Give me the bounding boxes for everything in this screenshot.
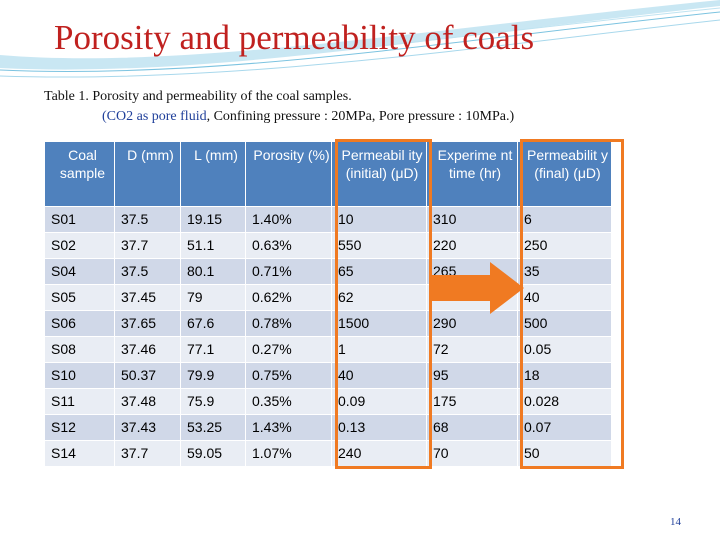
table-cell-col-porosity: 0.78% (245, 310, 332, 337)
caption-line-1: Table 1. Porosity and permeability of th… (44, 89, 352, 104)
table-cell-col-coal-sample: S10 (44, 362, 115, 389)
table-cell-col-permeability-final: 500 (517, 310, 612, 337)
table-cell-col-diameter: 50.37 (114, 362, 181, 389)
table-cell-col-diameter: 37.46 (114, 336, 181, 363)
table-cell-col-experiment-time: 70 (426, 440, 518, 467)
header-col-diameter: D (mm) (114, 141, 181, 207)
table-cell-col-length: 51.1 (180, 232, 246, 259)
table-cell-col-diameter: 37.5 (114, 258, 181, 285)
table-row: S12 37.43 53.25 1.43% 0.13 68 0.07 (44, 414, 612, 441)
table-cell-col-length: 79 (180, 284, 246, 311)
table-cell-col-permeability-initial: 0.09 (331, 388, 427, 415)
table-cell-col-permeability-initial: 240 (331, 440, 427, 467)
table-cell-col-diameter: 37.5 (114, 206, 181, 233)
table-body: S01 37.5 19.15 1.40% 10 310 6 S02 37.7 51.1 0.63% 5… (44, 206, 612, 467)
table-cell-col-permeability-initial: 10 (331, 206, 427, 233)
table-cell-col-porosity: 0.71% (245, 258, 332, 285)
table-cell-col-length: 79.9 (180, 362, 246, 389)
table-cell-col-length: 77.1 (180, 336, 246, 363)
table-cell-col-permeability-initial: 0.13 (331, 414, 427, 441)
table-cell-col-permeability-initial: 1 (331, 336, 427, 363)
table-cell-col-permeability-final: 50 (517, 440, 612, 467)
table-cell-col-permeability-initial: 62 (331, 284, 427, 311)
table-cell-col-experiment-time: 220 (426, 232, 518, 259)
table-row: S08 37.46 77.1 0.27% 1 72 0.05 (44, 336, 612, 363)
table-row: S01 37.5 19.15 1.40% 10 310 6 (44, 206, 612, 233)
decorative-swoosh (0, 0, 720, 78)
table-row: S10 50.37 79.9 0.75% 40 95 18 (44, 362, 612, 389)
table-cell-col-length: 75.9 (180, 388, 246, 415)
table-cell-col-coal-sample: S02 (44, 232, 115, 259)
table-cell-col-porosity: 1.40% (245, 206, 332, 233)
table-cell-col-permeability-initial: 1500 (331, 310, 427, 337)
table-cell-col-diameter: 37.65 (114, 310, 181, 337)
header-col-length: L (mm) (180, 141, 246, 207)
table-row: S05 37.45 79 0.62% 62 40 (44, 284, 612, 311)
table-cell-col-coal-sample: S04 (44, 258, 115, 285)
table-row: S14 37.7 59.05 1.07% 240 70 50 (44, 440, 612, 467)
header-col-coal-sample: Coal sample (44, 141, 115, 207)
caption-line-2: (CO2 as pore fluid, Confining pressure :… (44, 107, 514, 127)
table-cell-col-diameter: 37.45 (114, 284, 181, 311)
table-cell-col-permeability-initial: 40 (331, 362, 427, 389)
table-cell-col-length: 53.25 (180, 414, 246, 441)
table-cell-col-permeability-final: 0.05 (517, 336, 612, 363)
table-cell-col-experiment-time: 290 (426, 310, 518, 337)
table-cell-col-coal-sample: S08 (44, 336, 115, 363)
table-cell-col-permeability-final: 40 (517, 284, 612, 311)
table-cell-col-coal-sample: S06 (44, 310, 115, 337)
table-cell-col-porosity: 0.35% (245, 388, 332, 415)
table-cell-col-length: 67.6 (180, 310, 246, 337)
table-cell-col-porosity: 0.63% (245, 232, 332, 259)
table-cell-col-porosity: 0.75% (245, 362, 332, 389)
table-cell-col-permeability-initial: 65 (331, 258, 427, 285)
table-cell-col-permeability-final: 0.028 (517, 388, 612, 415)
caption-co2-text: (CO2 as pore fluid (102, 109, 207, 124)
table-header-row: Coal sample D (mm) L (mm) Porosity (%) Perme… (44, 141, 612, 207)
table-cell-col-diameter: 37.43 (114, 414, 181, 441)
table-cell-col-coal-sample: S11 (44, 388, 115, 415)
table-cell-col-experiment-time: 310 (426, 206, 518, 233)
table-cell-col-experiment-time: 72 (426, 336, 518, 363)
table-cell-col-coal-sample: S12 (44, 414, 115, 441)
table-cell-col-permeability-final: 35 (517, 258, 612, 285)
table-cell-col-permeability-final: 0.07 (517, 414, 612, 441)
table-cell-col-porosity: 1.43% (245, 414, 332, 441)
table-cell-col-porosity: 0.27% (245, 336, 332, 363)
table-cell-col-diameter: 37.48 (114, 388, 181, 415)
table-cell-col-permeability-final: 18 (517, 362, 612, 389)
table-row: S11 37.48 75.9 0.35% 0.09 175 0.028 (44, 388, 612, 415)
table-cell-col-experiment-time: 175 (426, 388, 518, 415)
table-row: S04 37.5 80.1 0.71% 65 265 35 (44, 258, 612, 285)
table-cell-col-experiment-time: 68 (426, 414, 518, 441)
table-cell-col-coal-sample: S05 (44, 284, 115, 311)
header-col-porosity: Porosity (%) (245, 141, 332, 207)
slide-title: Porosity and permeability of coals (54, 18, 535, 57)
table-cell-col-porosity: 1.07% (245, 440, 332, 467)
table-row: S02 37.7 51.1 0.63% 550 220 250 (44, 232, 612, 259)
table-cell-col-porosity: 0.62% (245, 284, 332, 311)
table-cell-col-experiment-time: 95 (426, 362, 518, 389)
table-cell-col-length: 80.1 (180, 258, 246, 285)
header-col-permeability-initial: Permeabil ity (initial) (μD) (331, 141, 427, 207)
table-cell-col-diameter: 37.7 (114, 232, 181, 259)
table-cell-col-coal-sample: S01 (44, 206, 115, 233)
right-arrow-icon (432, 262, 524, 314)
table-cell-col-length: 19.15 (180, 206, 246, 233)
porosity-permeability-table: Coal sample D (mm) L (mm) Porosity (%) Perme… (44, 141, 612, 467)
header-col-experiment-time: Experime nt time (hr) (426, 141, 518, 207)
table-cell-col-coal-sample: S14 (44, 440, 115, 467)
table-caption: Table 1. Porosity and permeability of th… (44, 87, 514, 127)
table-cell-col-length: 59.05 (180, 440, 246, 467)
table-cell-col-permeability-initial: 550 (331, 232, 427, 259)
page-number: 14 (670, 516, 681, 528)
table-cell-col-permeability-final: 6 (517, 206, 612, 233)
table-row: S06 37.65 67.6 0.78% 1500 290 500 (44, 310, 612, 337)
table-cell-col-diameter: 37.7 (114, 440, 181, 467)
header-col-permeability-final: Permeabilit y (final) (μD) (517, 141, 612, 207)
caption-conditions-text: , Confining pressure : 20MPa, Pore press… (206, 109, 515, 124)
table-cell-col-permeability-final: 250 (517, 232, 612, 259)
